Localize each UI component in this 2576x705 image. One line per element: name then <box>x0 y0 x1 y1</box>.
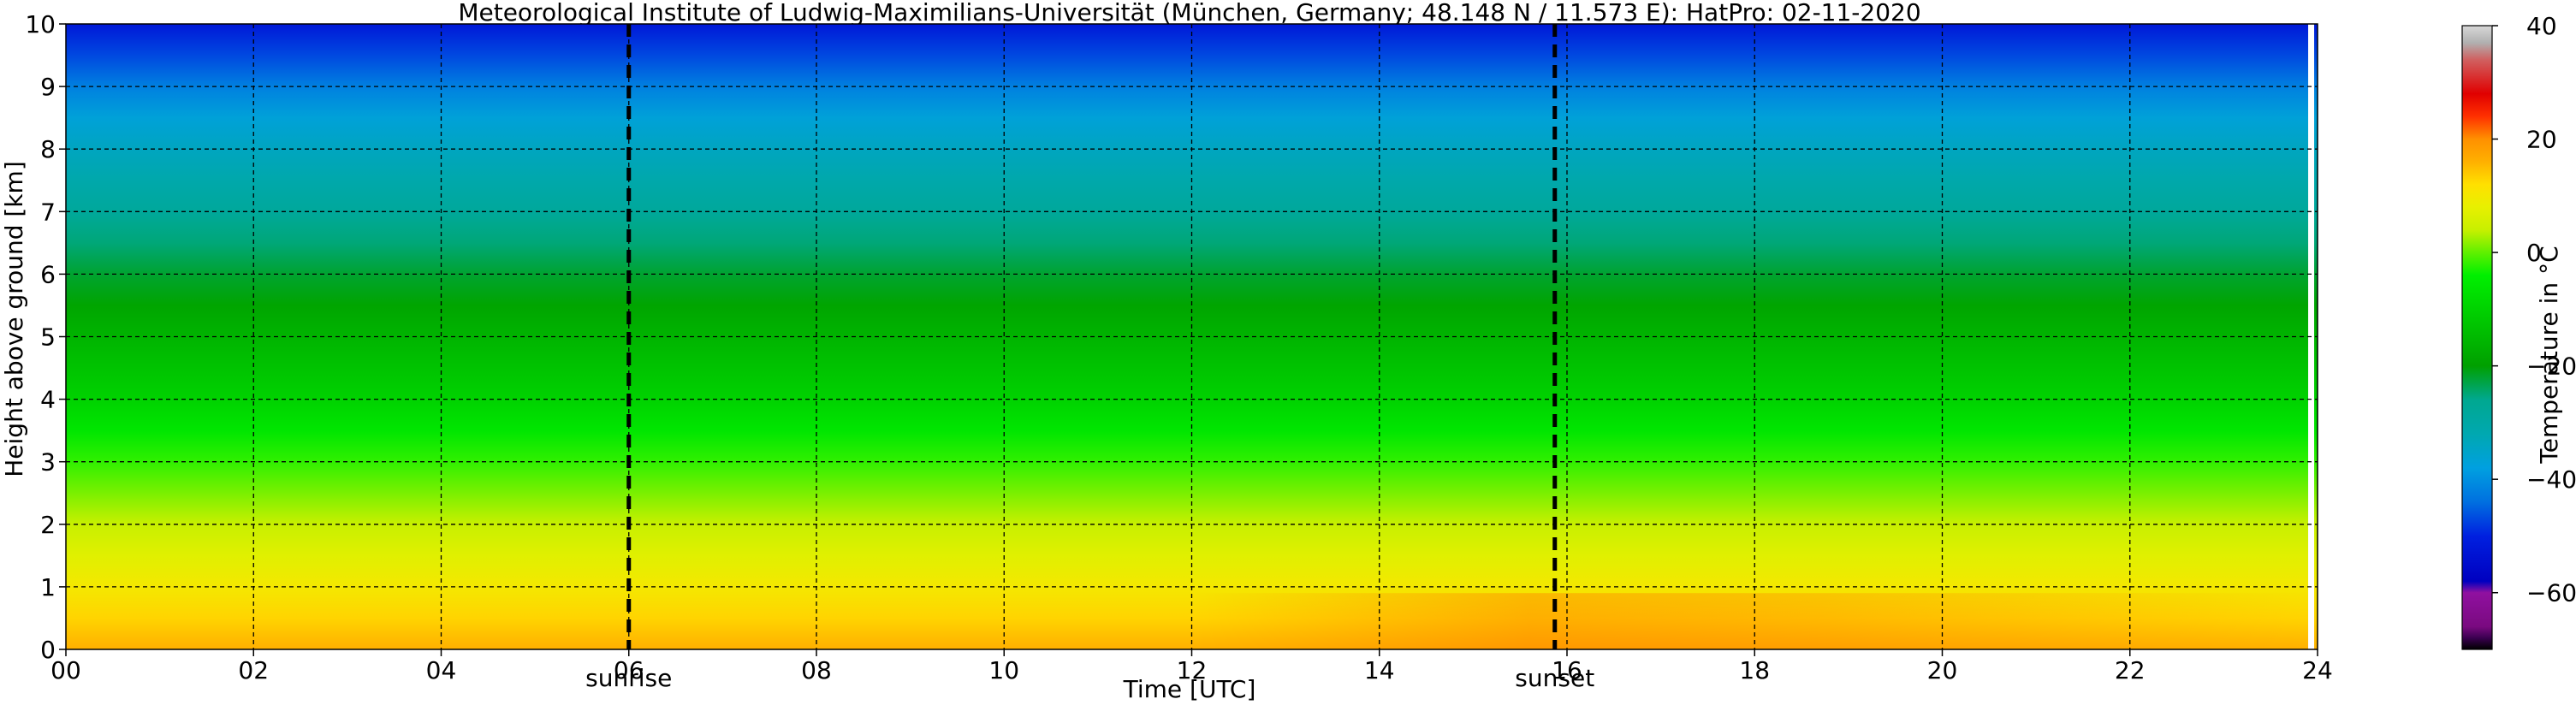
x-tick-label: 24 <box>2302 656 2333 684</box>
y-tick-label: 1 <box>40 573 56 601</box>
plot-area <box>65 23 2318 650</box>
y-axis-ticks: 0 1 2 3 4 5 6 7 8 9 10 <box>25 10 66 664</box>
y-tick-label: 6 <box>40 260 56 288</box>
x-tick-label: 06 <box>614 656 644 684</box>
y-tick-label: 10 <box>25 10 56 39</box>
x-tick-label: 08 <box>801 656 832 684</box>
colorbar-tick-label: 0 <box>2526 239 2542 267</box>
x-tick-label: 18 <box>1739 656 1770 684</box>
x-tick-label: 00 <box>50 656 81 684</box>
sun-event-lines <box>626 24 1558 649</box>
sun-event-labels: sunrise sunset <box>585 664 1594 692</box>
y-tick-label: 5 <box>40 323 56 352</box>
x-tick-label: 14 <box>1364 656 1395 684</box>
x-axis-label: Time [UTC] <box>1123 675 1256 703</box>
y-tick-label: 8 <box>40 135 56 163</box>
y-tick-label: 7 <box>40 198 56 226</box>
x-tick-label: 12 <box>1177 656 1208 684</box>
x-tick-label: 22 <box>2115 656 2146 684</box>
y-tick-label: 4 <box>40 386 56 414</box>
grid-lines <box>66 24 2318 649</box>
chart-title: Meteorological Institute of Ludwig-Maxim… <box>458 0 1920 27</box>
sunset-label: sunset <box>1515 664 1594 692</box>
colorbar-ticks: −60 −40 −20 0 20 40 <box>2492 12 2576 607</box>
y-axis-label: Height above ground [km] <box>0 161 28 477</box>
x-tick-label: 04 <box>426 656 457 684</box>
colorbar: −60 −40 −20 0 20 40 Temperature in °C <box>2461 12 2576 650</box>
x-tick-label: 20 <box>1927 656 1958 684</box>
sunrise-label: sunrise <box>585 664 672 692</box>
colorbar-tick-label: −20 <box>2526 352 2576 381</box>
colorbar-label: Temperature in °C <box>2535 246 2563 464</box>
colorbar-tick-label: 40 <box>2526 12 2557 40</box>
x-tick-label: 02 <box>238 656 269 684</box>
y-tick-label: 2 <box>40 511 56 539</box>
x-tick-label: 16 <box>1552 656 1582 684</box>
y-tick-label: 0 <box>40 636 56 664</box>
colorbar-tick-label: 20 <box>2526 126 2557 154</box>
y-tick-label: 3 <box>40 448 56 477</box>
colorbar-tick-label: −60 <box>2526 579 2576 607</box>
y-tick-label: 9 <box>40 73 56 101</box>
x-tick-label: 10 <box>988 656 1019 684</box>
colorbar-scale <box>2461 25 2493 650</box>
colorbar-tick-label: −40 <box>2526 465 2576 494</box>
x-axis-ticks: 00 02 04 06 08 10 12 14 16 18 20 22 24 <box>50 649 2333 684</box>
